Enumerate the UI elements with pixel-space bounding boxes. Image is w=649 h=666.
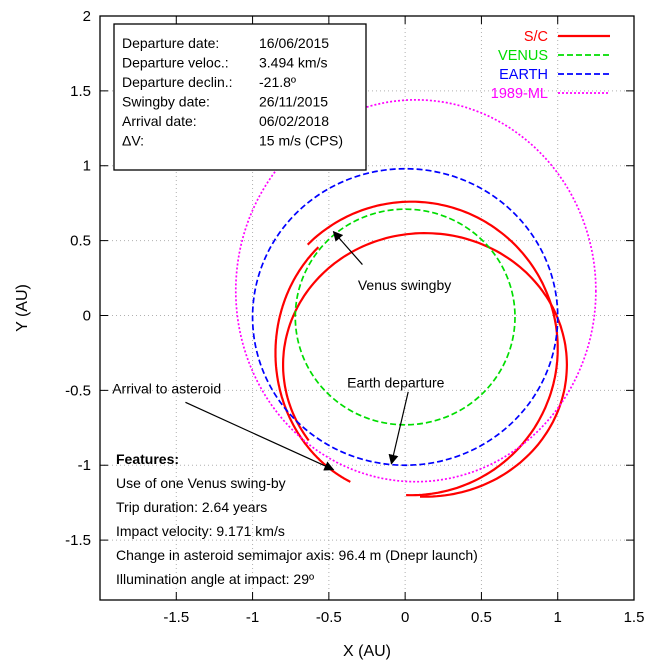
x-axis-label: X (AU)	[343, 643, 391, 660]
info-label: Departure veloc.:	[122, 55, 229, 71]
info-value: -21.8º	[259, 74, 296, 90]
axes: -1.5 -1 -0.5 0 0.5 1 1.5 2 1.5 1 0.5 0 -0.5 -1 -1.5	[65, 8, 644, 626]
feature-line: Impact velocity: 9.171 km/s	[116, 523, 285, 539]
y-tick-label: 0.5	[70, 233, 91, 250]
feature-line: Trip duration: 2.64 years	[116, 499, 267, 515]
feature-line: Illumination angle at impact: 29º	[116, 571, 314, 587]
info-value: 16/06/2015	[259, 35, 329, 51]
info-value: 3.494 km/s	[259, 55, 327, 71]
y-tick-label: -1.5	[65, 532, 91, 549]
curves	[234, 99, 597, 498]
annotation-earth-departure-arrow	[388, 391, 409, 465]
info-box: Departure date: 16/06/2015 Departure veloc…	[113, 23, 367, 171]
annotation-venus-swingby-label: Venus swingby	[358, 277, 451, 293]
orbit-s-c	[274, 246, 351, 483]
legend-label: S/C	[524, 29, 548, 45]
plot-frame	[99, 15, 635, 601]
features-title: Features:	[116, 451, 179, 467]
feature-line: Use of one Venus swing-by	[116, 475, 286, 491]
x-tick-label: 1	[554, 609, 562, 626]
x-tick-label: -1	[246, 609, 259, 626]
y-tick-label: -1	[78, 457, 91, 474]
x-tick-label: 0	[401, 609, 409, 626]
annotation-arrival-to-asteroid-label: Arrival to asteroid	[112, 380, 221, 396]
x-tick-label: 1.5	[624, 609, 645, 626]
info-label: Departure declin.:	[122, 74, 233, 90]
orbit-1989-ml	[234, 99, 597, 483]
info-value: 06/02/2018	[259, 113, 329, 129]
annotation-earth-departure-label: Earth departure	[347, 374, 444, 390]
info-label: Departure date:	[122, 35, 219, 51]
x-tick-label: 0.5	[471, 609, 492, 626]
y-tick-label: -0.5	[65, 382, 91, 399]
info-box-frame	[113, 23, 367, 171]
orbit-s-c	[306, 200, 559, 497]
y-tick-label: 1.5	[70, 83, 91, 100]
y-tick-label: 0	[83, 307, 91, 324]
y-tick-label: 2	[83, 8, 91, 25]
legend-label: VENUS	[498, 48, 548, 64]
annotation-arrival-to-asteroid-arrow	[185, 401, 335, 471]
info-label: Arrival date:	[122, 113, 197, 129]
legend-label: EARTH	[499, 67, 548, 83]
x-tick-label: -0.5	[316, 609, 342, 626]
y-tick-label: 1	[83, 158, 91, 175]
orbit-earth	[251, 167, 559, 467]
legend: S/C VENUS EARTH 1989-ML	[491, 29, 610, 102]
info-label: Swingby date:	[122, 94, 210, 110]
y-axis-label: Y (AU)	[14, 284, 31, 332]
info-value: 26/11/2015	[259, 94, 328, 110]
legend-label: 1989-ML	[491, 86, 548, 102]
features-block: Features: Use of one Venus swing-by Trip d…	[116, 451, 478, 587]
info-label: ΔV:	[122, 133, 144, 149]
annotations: Venus swingby Earth departure Arrival to a…	[112, 230, 451, 471]
annotation-venus-swingby-arrow	[332, 230, 363, 265]
orbit-venus	[294, 208, 516, 426]
x-tick-label: -1.5	[163, 609, 189, 626]
info-value: 15 m/s (CPS)	[259, 133, 343, 149]
orbit-s-c	[282, 231, 569, 498]
feature-line: Change in asteroid semimajor axis: 96.4 …	[116, 547, 478, 563]
